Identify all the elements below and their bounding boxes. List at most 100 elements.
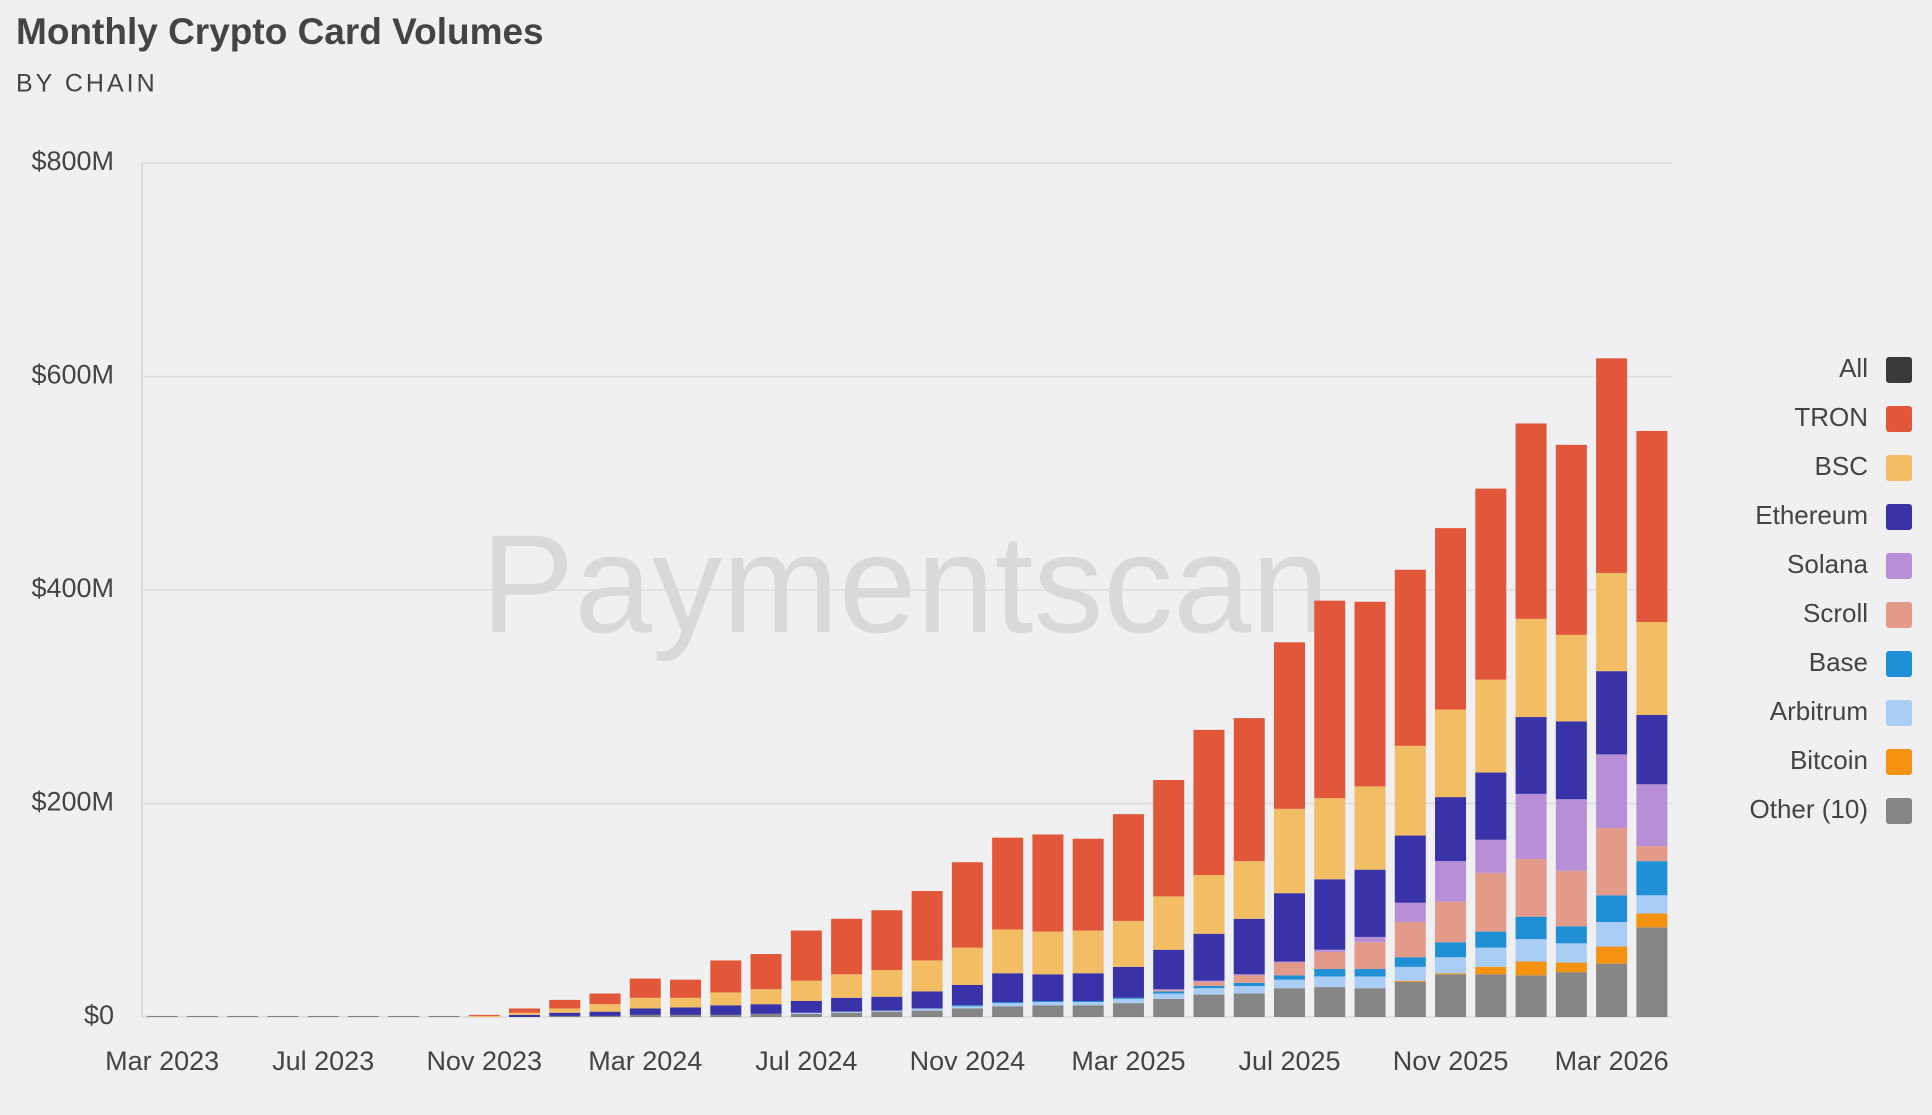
bar-segment xyxy=(1032,931,1064,975)
legend-swatch xyxy=(1886,455,1912,481)
bar-segment xyxy=(629,1014,661,1017)
bar-segment xyxy=(911,960,943,992)
bar-segment xyxy=(1233,974,1265,976)
bar-segment xyxy=(1555,799,1587,871)
bar-segment xyxy=(508,1014,541,1017)
bar-segment xyxy=(1475,974,1507,1017)
bar-segment xyxy=(1233,718,1265,862)
bar-segment xyxy=(1435,957,1467,974)
bar-segment xyxy=(992,1006,1024,1017)
y-tick-label: $200M xyxy=(31,787,114,817)
bar-segment xyxy=(1273,979,1306,989)
bar-segment xyxy=(992,973,1024,1003)
bar-segment xyxy=(1354,968,1386,977)
bar-segment xyxy=(831,1012,863,1017)
bar-segment xyxy=(1435,974,1467,1017)
bar-segment xyxy=(1153,780,1185,897)
bar-segment xyxy=(1596,754,1628,829)
legend-label: Base xyxy=(1809,647,1868,677)
bar-segment xyxy=(710,1005,742,1015)
legend-label: Ethereum xyxy=(1755,500,1868,530)
bar-segment xyxy=(508,1012,541,1015)
bar-segment xyxy=(1435,861,1467,902)
bar-segment xyxy=(1153,990,1185,992)
bar-segment xyxy=(1112,997,1144,999)
bar-segment xyxy=(549,999,581,1009)
bar-segment xyxy=(1636,927,1668,1017)
bar-segment xyxy=(629,978,661,998)
bar-segment xyxy=(1636,846,1668,862)
bar-segment xyxy=(1112,966,1144,998)
bar-segment xyxy=(1555,962,1587,973)
bar-segment xyxy=(992,929,1024,974)
bar-segment xyxy=(1314,798,1346,880)
bar-segment xyxy=(1475,679,1507,773)
bar-segment xyxy=(1314,951,1346,969)
bar-segment xyxy=(629,997,661,1009)
bar-segment xyxy=(428,1015,460,1017)
bar-segment xyxy=(1394,957,1426,967)
bar-segment xyxy=(1273,961,1306,963)
bar-segment xyxy=(1435,528,1467,710)
bar-segment xyxy=(670,997,702,1008)
bar-segment xyxy=(992,1002,1024,1004)
bar-segment xyxy=(790,930,822,981)
bar-segment xyxy=(1233,918,1265,975)
bar-segment xyxy=(1314,879,1346,950)
bar-segment xyxy=(1072,1000,1104,1003)
bar-segment xyxy=(1072,973,1104,1001)
x-tick-label: Mar 2024 xyxy=(588,1046,702,1076)
x-tick-label: Mar 2026 xyxy=(1555,1046,1669,1076)
bar-segment xyxy=(1515,916,1547,940)
bar-segment xyxy=(1032,1000,1064,1003)
bar-segment xyxy=(468,1015,500,1017)
bar-segment xyxy=(750,954,782,990)
bar-segment xyxy=(831,974,863,998)
bar-segment xyxy=(1636,784,1668,847)
bar-segment xyxy=(871,1011,903,1017)
bar-segment xyxy=(1555,444,1587,635)
bar-segment xyxy=(951,1005,983,1007)
bar-segment xyxy=(1273,808,1306,894)
bar-segment xyxy=(1233,975,1265,983)
bar-segment xyxy=(911,1008,943,1011)
legend-label: Other (10) xyxy=(1750,794,1869,824)
bar-segment xyxy=(871,910,903,971)
bar-segment xyxy=(1555,926,1587,944)
bar-segment xyxy=(1233,861,1265,919)
bar-segment xyxy=(1193,994,1225,1017)
bar-segment xyxy=(267,1015,299,1017)
legend-label: Solana xyxy=(1787,549,1868,579)
bar-segment xyxy=(1072,1002,1104,1006)
bar-segment xyxy=(388,1015,420,1017)
bar-segment xyxy=(1354,869,1386,937)
bar-segment xyxy=(1596,828,1628,896)
x-tick-label: Mar 2023 xyxy=(105,1046,219,1076)
bar-segment xyxy=(1072,930,1104,974)
legend-label: Arbitrum xyxy=(1770,696,1868,726)
bar-segment xyxy=(1233,982,1265,987)
legend-swatch xyxy=(1886,406,1912,432)
bar-segment xyxy=(1153,949,1185,990)
bar-segment xyxy=(1515,717,1547,794)
bar-segment xyxy=(1515,793,1547,860)
bar-segment xyxy=(871,1010,903,1012)
legend-swatch xyxy=(1886,504,1912,530)
bar-segment xyxy=(1636,714,1668,785)
bar-segment xyxy=(992,837,1024,930)
chart-title: Monthly Crypto Card Volumes xyxy=(16,11,544,52)
bar-segment xyxy=(1072,1005,1104,1017)
bar-segment xyxy=(1314,949,1346,952)
bar-segment xyxy=(1475,488,1507,680)
bar-segment xyxy=(1193,729,1225,876)
bar-segment xyxy=(1354,988,1386,1017)
bar-segment xyxy=(1475,872,1507,932)
bar-segment xyxy=(871,970,903,997)
bar-segment xyxy=(1636,861,1668,896)
bar-segment xyxy=(347,1015,379,1017)
bar-segment xyxy=(1435,942,1467,958)
bar-segment xyxy=(750,1013,782,1017)
watermark: Paymentscan xyxy=(481,505,1329,662)
bar-segment xyxy=(710,960,742,993)
bar-segment xyxy=(1354,976,1386,989)
